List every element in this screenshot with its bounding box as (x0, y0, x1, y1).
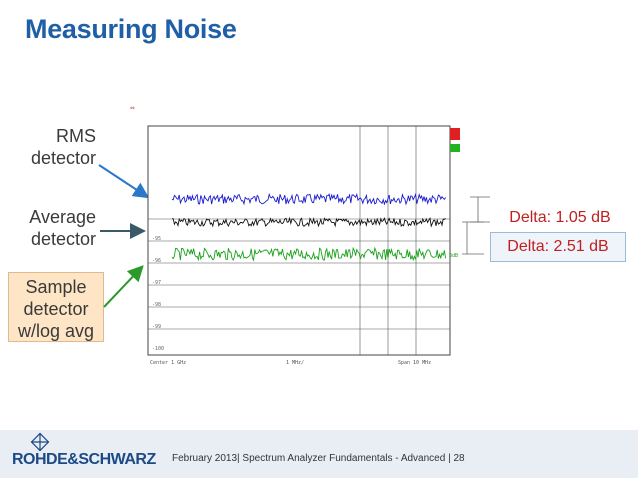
brand-name: ROHDE&SCHWARZ (12, 451, 156, 468)
indicator-green (450, 144, 460, 152)
y-label-5: -99 (152, 324, 161, 330)
rms-arrow (98, 164, 150, 199)
y-label-3: -97 (152, 280, 161, 286)
marker-label: 3dB (449, 253, 458, 259)
traces (171, 192, 447, 262)
indicator-red (450, 128, 460, 140)
delta-rms-avg: Delta: 1.05 dB (509, 209, 611, 226)
y-label-1: -95 (152, 236, 161, 242)
rms-label-line1: RMS (56, 126, 96, 146)
trace-average (171, 216, 446, 228)
trace-rms (171, 192, 446, 206)
sample-label-line3: w/log avg (17, 321, 95, 341)
rohde-schwarz-logo-icon (30, 432, 50, 452)
x-label-right: Span 10 MHz (398, 360, 431, 366)
y-label-6: -100 (152, 346, 164, 352)
delta-brackets (462, 196, 490, 255)
delta-avg-sample: Delta: 2.51 dB (490, 232, 626, 262)
footer-band (0, 430, 638, 478)
ref-icon: ⇔ (130, 103, 135, 112)
sample-label-line1: Sample (25, 277, 87, 297)
sample-arrow (103, 265, 144, 308)
rms-label-line2: detector (30, 148, 96, 168)
trace-sample (171, 246, 447, 262)
sample-label-line2: detector (23, 299, 89, 319)
screen-frame (147, 125, 451, 356)
y-label-4: -98 (152, 302, 161, 308)
avg-label-line1: Average (29, 207, 96, 227)
x-label-left: Center 1 GHz (150, 360, 186, 366)
average-detector-label: Average detector (6, 206, 96, 250)
graticule (148, 126, 450, 355)
rms-detector-label: RMS detector (4, 125, 96, 169)
sample-detector-box: Sample detector w/log avg (8, 272, 104, 342)
avg-label-line2: detector (30, 229, 96, 249)
x-label-mid: 1 MHz/ (286, 360, 304, 366)
y-label-2: -96 (152, 258, 161, 264)
footer-text: February 2013| Spectrum Analyzer Fundame… (172, 453, 465, 464)
slide-title: Measuring Noise (25, 14, 237, 44)
